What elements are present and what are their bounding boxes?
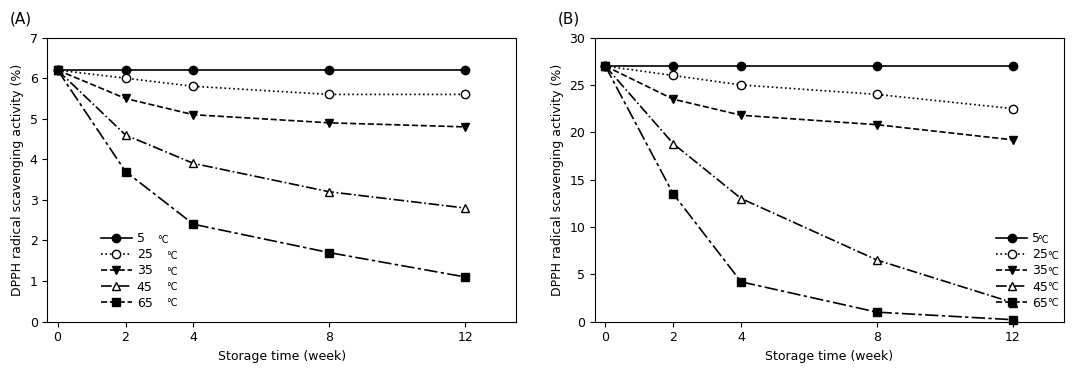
Text: (B): (B) [558, 11, 579, 26]
Text: °C: °C [167, 298, 178, 308]
Legend: 5, 25, 35, 45, 65: 5, 25, 35, 45, 65 [997, 232, 1048, 310]
X-axis label: Storage time (week): Storage time (week) [218, 350, 346, 363]
Y-axis label: DPPH radical scavenging activity (%): DPPH radical scavenging activity (%) [550, 64, 564, 296]
Text: (A): (A) [10, 11, 32, 26]
X-axis label: Storage time (week): Storage time (week) [765, 350, 893, 363]
Text: °C: °C [167, 251, 178, 261]
Legend: 5, 25, 35, 45, 65: 5, 25, 35, 45, 65 [101, 232, 153, 310]
Text: °C: °C [167, 282, 178, 292]
Text: °C: °C [1047, 267, 1058, 276]
Text: °C: °C [1047, 251, 1058, 261]
Text: °C: °C [1047, 298, 1058, 308]
Text: °C: °C [1047, 282, 1058, 292]
Text: °C: °C [157, 235, 169, 245]
Y-axis label: DPPH radical scavenging activity (%): DPPH radical scavenging activity (%) [11, 64, 24, 296]
Text: °C: °C [167, 267, 178, 276]
Text: °C: °C [1037, 235, 1048, 245]
